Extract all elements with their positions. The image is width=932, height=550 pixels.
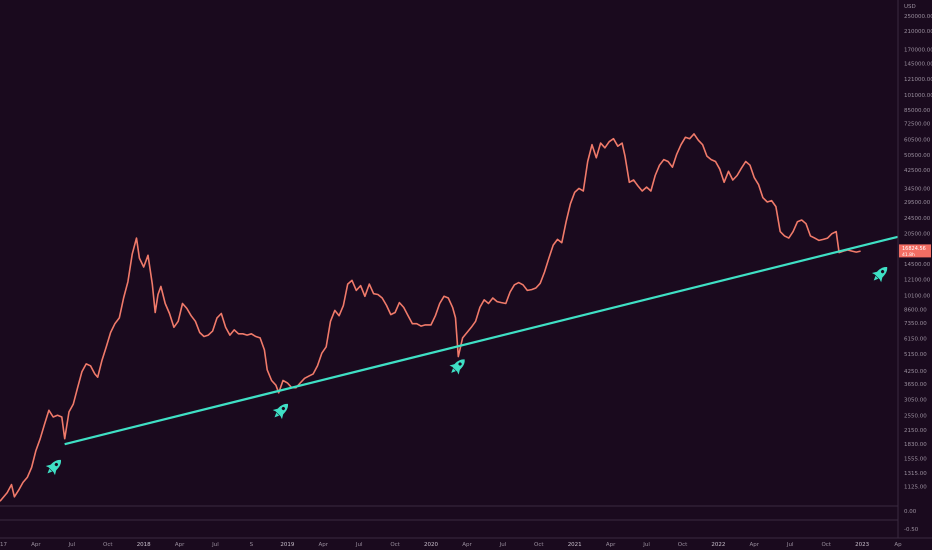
- last-price-tag: 16824.56 41.8h: [899, 244, 931, 258]
- time-tick-label: Jul: [211, 542, 219, 548]
- time-tick-label: Oct: [103, 542, 113, 548]
- indicator-scale: 0.00 -0.50: [904, 509, 919, 533]
- last-price-tag-bg: [899, 244, 931, 258]
- indicator-tick-label: 0.00: [904, 509, 917, 515]
- price-tick-label: 210000.00: [904, 29, 932, 35]
- time-tick-label: 2023: [855, 542, 869, 548]
- price-tick-label: 10100.00: [904, 293, 931, 299]
- price-tick-label: 20500.00: [904, 232, 931, 238]
- price-tick-label: 72500.00: [904, 122, 931, 128]
- price-tick-label: 121000.00: [904, 77, 932, 83]
- time-tick-label: 2020: [424, 542, 438, 548]
- price-tick-label: 1125.00: [904, 485, 927, 491]
- time-tick-label: Jul: [499, 542, 507, 548]
- price-tick-label: 24500.00: [904, 216, 931, 222]
- currency-label: USD: [904, 4, 916, 10]
- time-tick-label: 2021: [568, 542, 582, 548]
- time-tick-label: Oct: [390, 542, 400, 548]
- price-tick-label: 101000.00: [904, 93, 932, 99]
- price-tick-label: 1830.00: [904, 442, 927, 448]
- rocket-icon: [449, 359, 465, 375]
- time-tick-label: Jul: [642, 542, 650, 548]
- price-tick-label: 8600.00: [904, 307, 927, 313]
- time-tick-label: Apr: [175, 542, 185, 548]
- time-tick-label: Jul: [67, 542, 75, 548]
- price-tick-label: 170000.00: [904, 48, 932, 54]
- price-tick-label: 3650.00: [904, 382, 927, 388]
- time-tick-label: Ap: [894, 542, 902, 548]
- rocket-icon: [45, 459, 62, 476]
- price-tick-label: 85000.00: [904, 108, 931, 114]
- price-tick-label: 60500.00: [904, 138, 931, 144]
- time-tick-label: 2022: [711, 542, 725, 548]
- time-tick-label: S: [250, 542, 254, 548]
- last-price-value: 16824.56: [902, 246, 926, 252]
- price-tick-label: 34500.00: [904, 186, 931, 192]
- price-tick-label: 4250.00: [904, 369, 927, 375]
- price-tick-label: 1555.00: [904, 456, 927, 462]
- time-tick-label: 2019: [280, 542, 294, 548]
- time-tick-label: Apr: [606, 542, 616, 548]
- price-tick-label: 14500.00: [904, 262, 931, 268]
- time-scale[interactable]: 17 Apr Jul Oct 2018 Apr Jul S 2019 Apr Jul Oct 2020 A…: [0, 542, 902, 548]
- time-tick-label: Apr: [462, 542, 472, 548]
- time-tick-label: Oct: [821, 542, 831, 548]
- time-tick-label: Oct: [534, 542, 544, 548]
- time-tick-label: Apr: [319, 542, 329, 548]
- time-tick-label: 2018: [137, 542, 151, 548]
- price-tick-label: 42500.00: [904, 168, 931, 174]
- last-price-countdown: 41.8h: [902, 252, 915, 258]
- price-tick-label: 250000.00: [904, 14, 932, 20]
- price-tick-label: 29500.00: [904, 200, 931, 206]
- price-tick-label: 5150.00: [904, 352, 927, 358]
- price-tick-label: 3050.00: [904, 398, 927, 404]
- indicator-tick-label: -0.50: [904, 527, 919, 533]
- time-tick-label: Jul: [355, 542, 363, 548]
- time-tick-label: 17: [0, 542, 7, 548]
- support-trendline[interactable]: [64, 235, 899, 446]
- price-tick-label: 6150.00: [904, 337, 927, 343]
- time-tick-label: Oct: [678, 542, 688, 548]
- rocket-icon: [871, 266, 888, 283]
- price-tick-label: 1315.00: [904, 471, 927, 477]
- price-tick-label: 50500.00: [904, 153, 931, 159]
- time-tick-label: Apr: [31, 542, 41, 548]
- rocket-icon: [272, 403, 289, 420]
- time-tick-label: Jul: [786, 542, 794, 548]
- price-tick-label: 2150.00: [904, 428, 927, 434]
- price-tick-label: 7350.00: [904, 321, 927, 327]
- price-tick-label: 2550.00: [904, 413, 927, 419]
- price-tick-label: 145000.00: [904, 61, 932, 67]
- plot-area[interactable]: [0, 133, 899, 502]
- price-series-line: [0, 133, 861, 502]
- time-tick-label: Apr: [750, 542, 760, 548]
- price-tick-label: 12100.00: [904, 278, 931, 284]
